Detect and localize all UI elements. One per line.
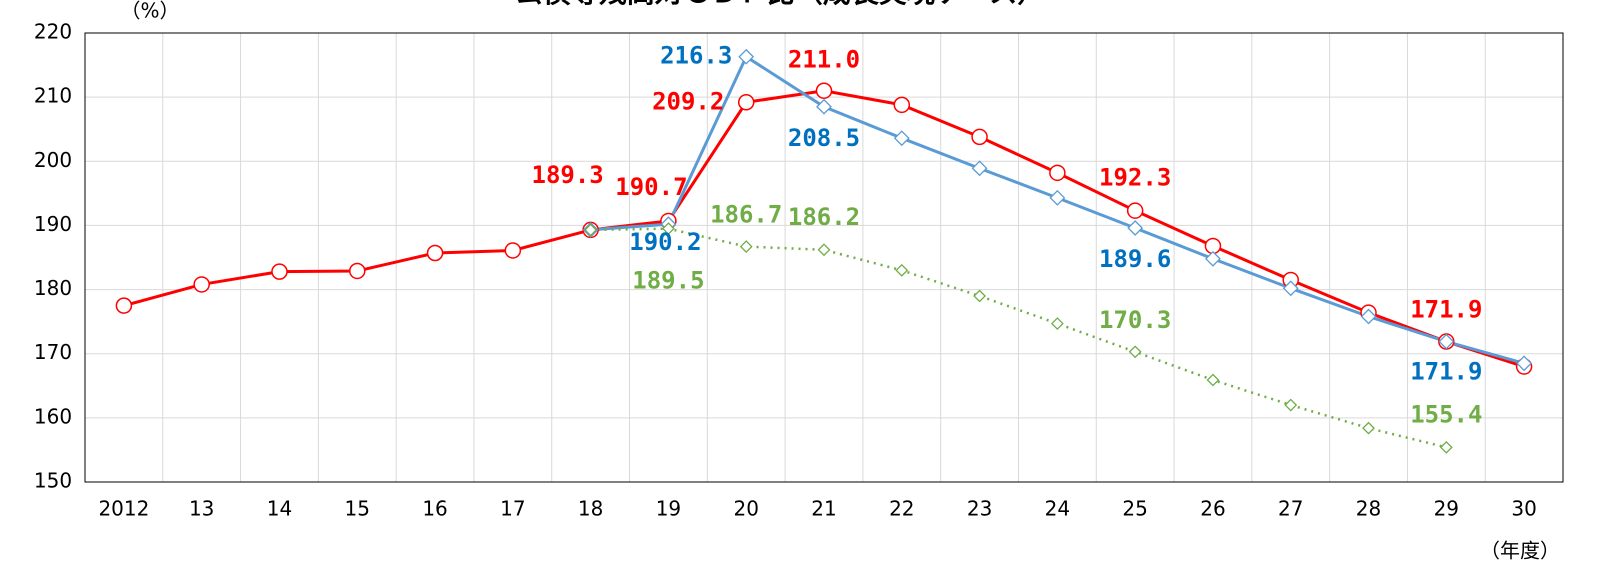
data-label: 186.2: [788, 203, 860, 231]
x-tick-label: 30: [1511, 497, 1536, 521]
marker: [1516, 355, 1533, 372]
marker: [739, 240, 753, 254]
marker: [1049, 164, 1066, 182]
data-label: 216.3: [660, 42, 732, 70]
marker: [895, 263, 909, 277]
x-tick-label: 24: [1045, 497, 1070, 521]
marker: [662, 222, 675, 236]
marker: [817, 243, 831, 257]
plot-frame: [84, 32, 1564, 483]
marker: [971, 160, 988, 177]
data-label: 171.9: [1410, 296, 1482, 324]
marker: [1439, 440, 1453, 454]
data-label: 192.3: [1099, 164, 1171, 192]
x-tick-label: 14: [267, 497, 292, 521]
data-label: 209.2: [652, 87, 724, 115]
x-tick-label: 16: [422, 497, 447, 521]
y-tick-label: 200: [34, 148, 72, 172]
data-label: 189.3: [532, 161, 604, 189]
x-tick-label: 20: [733, 497, 758, 521]
marker: [893, 96, 911, 114]
data-label: 170.3: [1099, 306, 1171, 334]
y-tick-label: 220: [34, 20, 72, 44]
marker: [1050, 317, 1064, 330]
data-label: 189.5: [632, 267, 704, 295]
x-tick-label: 18: [578, 497, 603, 521]
marker: [971, 128, 988, 146]
marker: [1205, 250, 1221, 267]
marker: [271, 263, 288, 280]
x-tick-label: 27: [1278, 497, 1303, 521]
y-tick-label: 210: [34, 84, 72, 108]
x-tick-label: 19: [656, 497, 681, 521]
marker: [1127, 220, 1144, 236]
marker: [1362, 421, 1375, 435]
marker: [816, 98, 832, 115]
marker: [426, 244, 444, 262]
marker: [504, 242, 522, 259]
marker: [1360, 308, 1377, 325]
x-tick-label: 17: [500, 497, 525, 521]
marker: [815, 82, 833, 99]
marker: [584, 223, 598, 237]
x-tick-label: 29: [1434, 497, 1459, 521]
marker: [973, 289, 986, 303]
y-unit: （%）: [120, 0, 179, 23]
marker: [1049, 189, 1066, 206]
data-label: 171.9: [1410, 358, 1482, 386]
data-label: 208.5: [788, 124, 860, 152]
marker: [1282, 280, 1299, 297]
marker: [1284, 398, 1298, 412]
x-tick-label: 13: [189, 497, 214, 521]
x-tick-label: 22: [889, 497, 914, 521]
data-label: 189.6: [1099, 245, 1171, 273]
data-label: 155.4: [1410, 400, 1482, 428]
marker: [893, 130, 910, 147]
y-tick-label: 150: [34, 469, 72, 493]
y-tick-label: 160: [34, 404, 72, 428]
y-tick-label: 180: [34, 276, 72, 300]
marker: [1438, 333, 1455, 350]
marker: [1126, 202, 1144, 219]
x-tick-label: 21: [811, 497, 836, 521]
marker: [738, 48, 755, 65]
data-label: 190.2: [629, 228, 701, 256]
data-label: 186.7: [710, 201, 782, 229]
x-tick-label: 2012: [98, 497, 149, 521]
x-tick-label: 26: [1200, 497, 1225, 521]
x-tick-label: 15: [345, 497, 370, 521]
marker: [115, 297, 133, 314]
y-tick-label: 190: [34, 212, 72, 236]
marker: [1128, 345, 1142, 359]
marker: [737, 94, 755, 111]
x-tick-label: 28: [1356, 497, 1381, 521]
data-label: 190.7: [615, 173, 687, 201]
x-tick-label: 23: [967, 497, 992, 521]
x-tick-label: 25: [1122, 497, 1147, 521]
marker: [193, 276, 210, 293]
marker: [349, 262, 366, 280]
marker: [1206, 373, 1220, 387]
chart-title: 公債等残高対ＧＤＰ比（成長実現ケース）: [515, 0, 1046, 9]
y-tick-label: 170: [34, 340, 72, 364]
data-label: 211.0: [788, 46, 860, 74]
x-unit: （年度）: [1480, 539, 1560, 563]
